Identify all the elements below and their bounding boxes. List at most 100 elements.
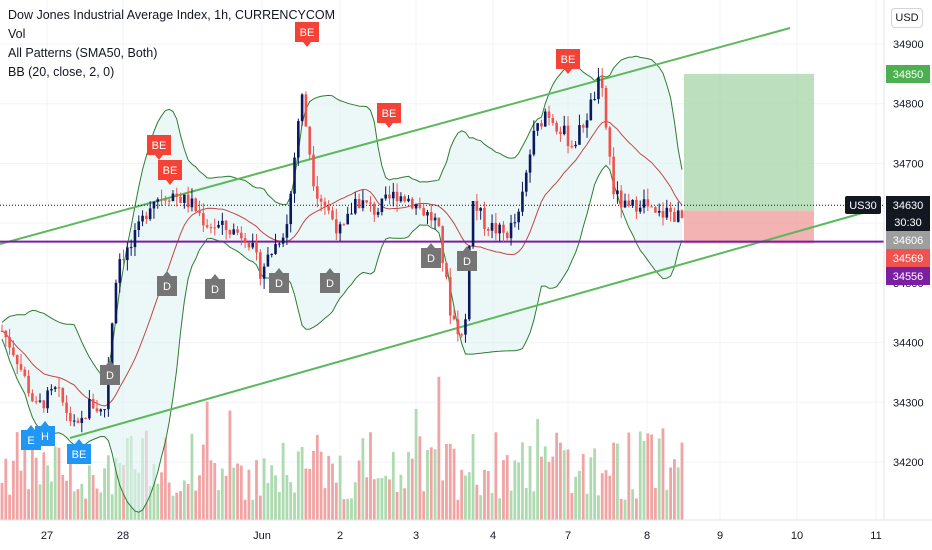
volume-bar [532, 491, 536, 520]
candle-body [152, 201, 156, 209]
candle-body [365, 200, 368, 203]
volume-bar [445, 444, 448, 520]
candle-body [661, 210, 665, 218]
volume-bar [471, 433, 475, 520]
volume-bar [156, 483, 160, 520]
volume-bar [376, 478, 380, 520]
volume-bar [467, 472, 471, 520]
volume-bar [551, 456, 555, 520]
candle-body [148, 208, 152, 220]
volume-bar [110, 494, 114, 520]
volume-bar [186, 483, 190, 520]
time-tick-label: 28 [117, 530, 129, 542]
candle-body [190, 198, 194, 208]
candle-body [357, 198, 361, 209]
volume-bar [190, 433, 194, 520]
volume-bar [460, 469, 464, 520]
volume-bar [68, 457, 72, 520]
candle-body [312, 154, 315, 187]
price-label-text: 34850 [893, 69, 924, 81]
candle-body [110, 323, 114, 368]
price-tick-label: 34900 [893, 39, 924, 51]
candle-body [578, 125, 581, 145]
volume-bar [61, 474, 65, 520]
candle-body [589, 99, 593, 121]
candle-body [217, 224, 220, 228]
volume-bar [266, 482, 270, 520]
time-tick-label: Jun [253, 530, 271, 542]
price-label-bg [886, 249, 930, 267]
pattern-tag-text: D [163, 281, 171, 293]
volume-bar [513, 460, 517, 520]
candle-body [581, 125, 585, 128]
volume-bar [114, 457, 118, 520]
volume-bar [0, 482, 4, 520]
candle-body [593, 99, 596, 101]
volume-bar [220, 468, 224, 520]
legend-patterns[interactable]: All Patterns (SMA50, Both) [8, 46, 158, 60]
volume-bar [57, 447, 61, 520]
pattern-tag-shape [158, 160, 182, 185]
pattern-tag-shape [320, 268, 340, 293]
volume-bar [414, 408, 418, 520]
candle-body [221, 220, 224, 225]
candle-body [61, 387, 65, 403]
candle-body [574, 144, 577, 147]
pattern-tag-shape [421, 243, 441, 268]
volume-bar [597, 495, 600, 520]
volume-bar [308, 468, 312, 520]
volume-bar [350, 498, 353, 520]
volume-bar [422, 491, 426, 520]
candle-body [274, 243, 277, 254]
candle-body [395, 191, 399, 202]
pattern-tag-shape [377, 103, 401, 128]
candle-body [479, 207, 482, 211]
candle-body [475, 201, 479, 211]
pattern-tag-bear: BE [295, 22, 319, 47]
candle-body [103, 409, 106, 411]
price-tick-label: 34700 [893, 158, 924, 170]
candle-body [160, 199, 163, 201]
time-tick-label: 3 [413, 530, 419, 542]
candle-body [604, 87, 608, 128]
volume-bar [91, 475, 95, 520]
volume-bar [403, 488, 407, 520]
candle-body [673, 211, 676, 222]
candle-body [12, 347, 15, 356]
volume-bar [669, 467, 673, 520]
pattern-tag-shape [269, 268, 289, 293]
candle-body [319, 198, 323, 202]
candle-body [650, 206, 653, 208]
pattern-tag-text: E [27, 435, 34, 447]
pattern-tag-text: D [463, 256, 471, 268]
volume-bar [277, 492, 281, 520]
candle-body [95, 408, 99, 412]
volume-bar [638, 431, 642, 520]
volume-bar [380, 477, 384, 520]
price-label-text: 30:30 [894, 217, 922, 229]
volume-bar [236, 463, 239, 520]
candle-body [426, 212, 429, 216]
volume-bar [619, 498, 623, 520]
candle-body [445, 263, 448, 278]
candle-body [99, 409, 103, 412]
candle-body [167, 200, 171, 202]
volume-bar [296, 451, 300, 520]
volume-bar [160, 472, 163, 520]
volume-bar [623, 499, 627, 520]
volume-bar [319, 451, 323, 520]
legend-bb[interactable]: BB (20, close, 2, 0) [8, 65, 115, 79]
currency-button[interactable]: USD [891, 8, 923, 28]
channel-lower-line [69, 211, 867, 439]
candle-body [391, 191, 395, 199]
volume-bar [509, 490, 513, 520]
price-tick-label: 34800 [893, 99, 924, 111]
legend-vol[interactable]: Vol [8, 27, 26, 41]
volume-bar [285, 474, 289, 520]
candle-body [346, 213, 349, 225]
candle-body [638, 207, 642, 212]
volume-bar [171, 495, 175, 520]
candle-body [129, 247, 133, 249]
volume-bar [23, 431, 27, 520]
